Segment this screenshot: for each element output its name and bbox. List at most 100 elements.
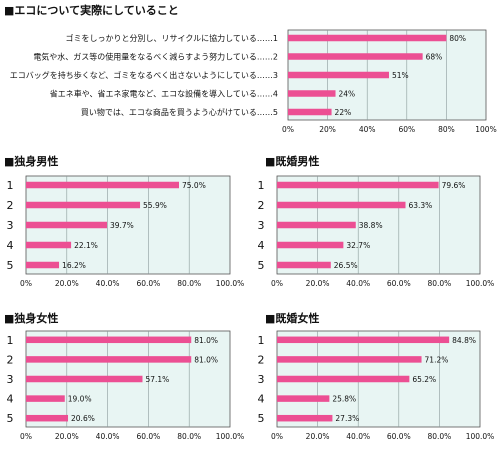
x-tick-label: 0% [20,279,32,288]
category-label: 5 [258,412,265,425]
x-tick-label: 100.0% [466,279,495,288]
x-tick-label: 40.0% [96,279,120,288]
x-tick-label: 80.0% [177,432,201,441]
category-label: 3 [258,373,265,386]
x-tick-label: 100.0% [216,432,245,441]
data-label: 55.9% [143,201,167,210]
data-label: 32.7% [346,241,370,250]
x-tick-label: 100.0% [466,432,495,441]
bar [277,221,356,229]
chart-title: ■独身女性 [4,311,58,325]
x-tick-label: 80.0% [427,432,451,441]
category-label: 5 [7,259,14,272]
data-label: 22% [335,108,352,117]
data-label: 24% [339,90,356,99]
bar [26,414,69,422]
category-label: 1 [258,334,265,347]
x-tick-label: 0% [271,279,283,288]
bar [277,356,422,363]
data-label: 63.3% [408,201,432,210]
bar [277,395,330,402]
bar [26,336,192,344]
chart-title: ■既婚女性 [265,311,319,325]
category-label: 2 [7,199,14,212]
data-label: 80% [449,34,466,43]
data-label: 26.5% [334,261,358,270]
x-tick-label: 20.0% [306,432,330,441]
x-tick-label: 20.0% [306,279,330,288]
bar [288,90,336,97]
category-label: 3 [258,219,265,232]
bar [26,375,143,383]
category-label: 4 [7,239,14,252]
data-label: 75.0% [182,181,206,190]
bar [26,356,192,363]
x-tick-label: 80% [438,125,455,134]
x-tick-label: 80.0% [427,279,451,288]
data-label: 57.1% [145,375,169,384]
x-tick-label: 100.0% [216,279,245,288]
data-label: 19.0% [68,395,92,404]
bar [288,53,423,60]
x-tick-label: 40.0% [346,432,370,441]
bar [26,221,107,229]
category-label: 3 [7,219,14,232]
category-label: 4 [7,393,14,406]
bar [277,181,439,189]
data-label: 65.2% [412,375,436,384]
category-label: 省エネ車や、省エネ家電など、エコな設備を導入している……4 [50,89,278,99]
x-tick-label: 60% [398,125,415,134]
x-tick-label: 0% [282,125,294,134]
category-label: 5 [258,259,265,272]
data-label: 81.0% [194,355,218,364]
x-tick-label: 20% [319,125,336,134]
data-label: 79.6% [442,181,466,190]
category-label: 買い物では、エコな商品を買うよう心がけている……5 [81,107,278,117]
data-label: 38.8% [359,221,383,230]
x-tick-label: 40% [359,125,376,134]
bar [26,181,179,189]
category-label: エコバッグを持ち歩くなど、ゴミをなるべく出さないようにしている……3 [10,70,278,80]
bar [277,375,410,383]
category-label: 2 [258,353,265,366]
x-tick-label: 40.0% [96,432,120,441]
category-label: 電気や水、ガス等の使用量をなるべく減らすよう努力している……2 [33,52,278,62]
bar [26,201,141,209]
bar [26,395,65,402]
data-label: 84.8% [452,336,476,345]
bar [277,241,344,249]
data-label: 25.8% [332,395,356,404]
x-tick-label: 20.0% [55,279,79,288]
chart-title: ■既婚男性 [265,154,319,168]
category-label: 3 [7,373,14,386]
bar [277,336,450,344]
bar [277,261,331,269]
bar [26,261,60,269]
x-tick-label: 0% [271,432,283,441]
bar [288,108,332,116]
bar [26,241,72,249]
category-label: 1 [7,334,14,347]
data-label: 68% [426,53,443,62]
data-label: 71.2% [425,355,449,364]
x-tick-label: 20.0% [55,432,79,441]
category-label: 2 [7,353,14,366]
x-tick-label: 60.0% [136,279,160,288]
bar [277,201,406,209]
data-label: 16.2% [62,261,86,270]
x-tick-label: 60.0% [387,279,411,288]
chart-title: ■独身男性 [4,154,58,168]
data-label: 27.3% [335,414,359,423]
x-tick-label: 0% [20,432,32,441]
category-label: ゴミをしっかりと分別し、リサイクルに協力している……1 [66,33,278,43]
category-label: 5 [7,412,14,425]
category-label: 1 [258,179,265,192]
x-tick-label: 40.0% [346,279,370,288]
x-tick-label: 80.0% [177,279,201,288]
data-label: 22.1% [74,241,98,250]
x-tick-label: 100% [475,125,496,134]
data-label: 51% [392,71,409,80]
category-label: 1 [7,179,14,192]
data-label: 39.7% [110,221,134,230]
